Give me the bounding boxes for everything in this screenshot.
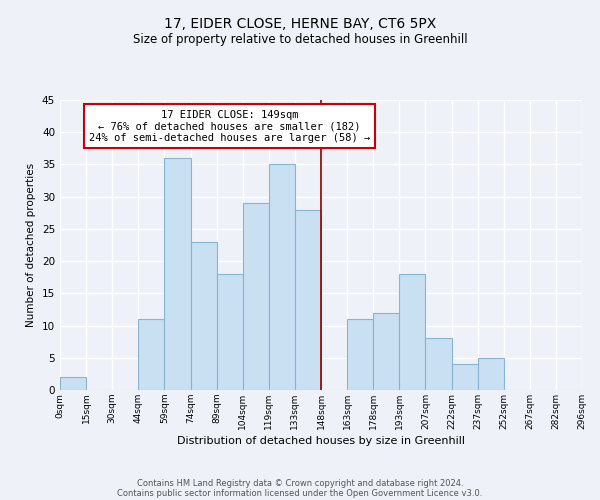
Text: 17, EIDER CLOSE, HERNE BAY, CT6 5PX: 17, EIDER CLOSE, HERNE BAY, CT6 5PX [164, 18, 436, 32]
Text: Size of property relative to detached houses in Greenhill: Size of property relative to detached ho… [133, 32, 467, 46]
Y-axis label: Number of detached properties: Number of detached properties [26, 163, 37, 327]
Bar [295, 210, 321, 390]
Text: Contains HM Land Registry data © Crown copyright and database right 2024.: Contains HM Land Registry data © Crown c… [137, 478, 463, 488]
Bar [425, 338, 452, 390]
Bar [217, 274, 243, 390]
Bar [139, 319, 164, 390]
Bar [60, 377, 86, 390]
X-axis label: Distribution of detached houses by size in Greenhill: Distribution of detached houses by size … [177, 436, 465, 446]
Bar [164, 158, 191, 390]
Bar [478, 358, 504, 390]
Bar [373, 312, 400, 390]
Bar [269, 164, 295, 390]
Text: Contains public sector information licensed under the Open Government Licence v3: Contains public sector information licen… [118, 488, 482, 498]
Bar [243, 203, 269, 390]
Bar [191, 242, 217, 390]
Bar [347, 319, 373, 390]
Bar [400, 274, 425, 390]
Bar [452, 364, 478, 390]
Text: 17 EIDER CLOSE: 149sqm
← 76% of detached houses are smaller (182)
24% of semi-de: 17 EIDER CLOSE: 149sqm ← 76% of detached… [89, 110, 370, 143]
